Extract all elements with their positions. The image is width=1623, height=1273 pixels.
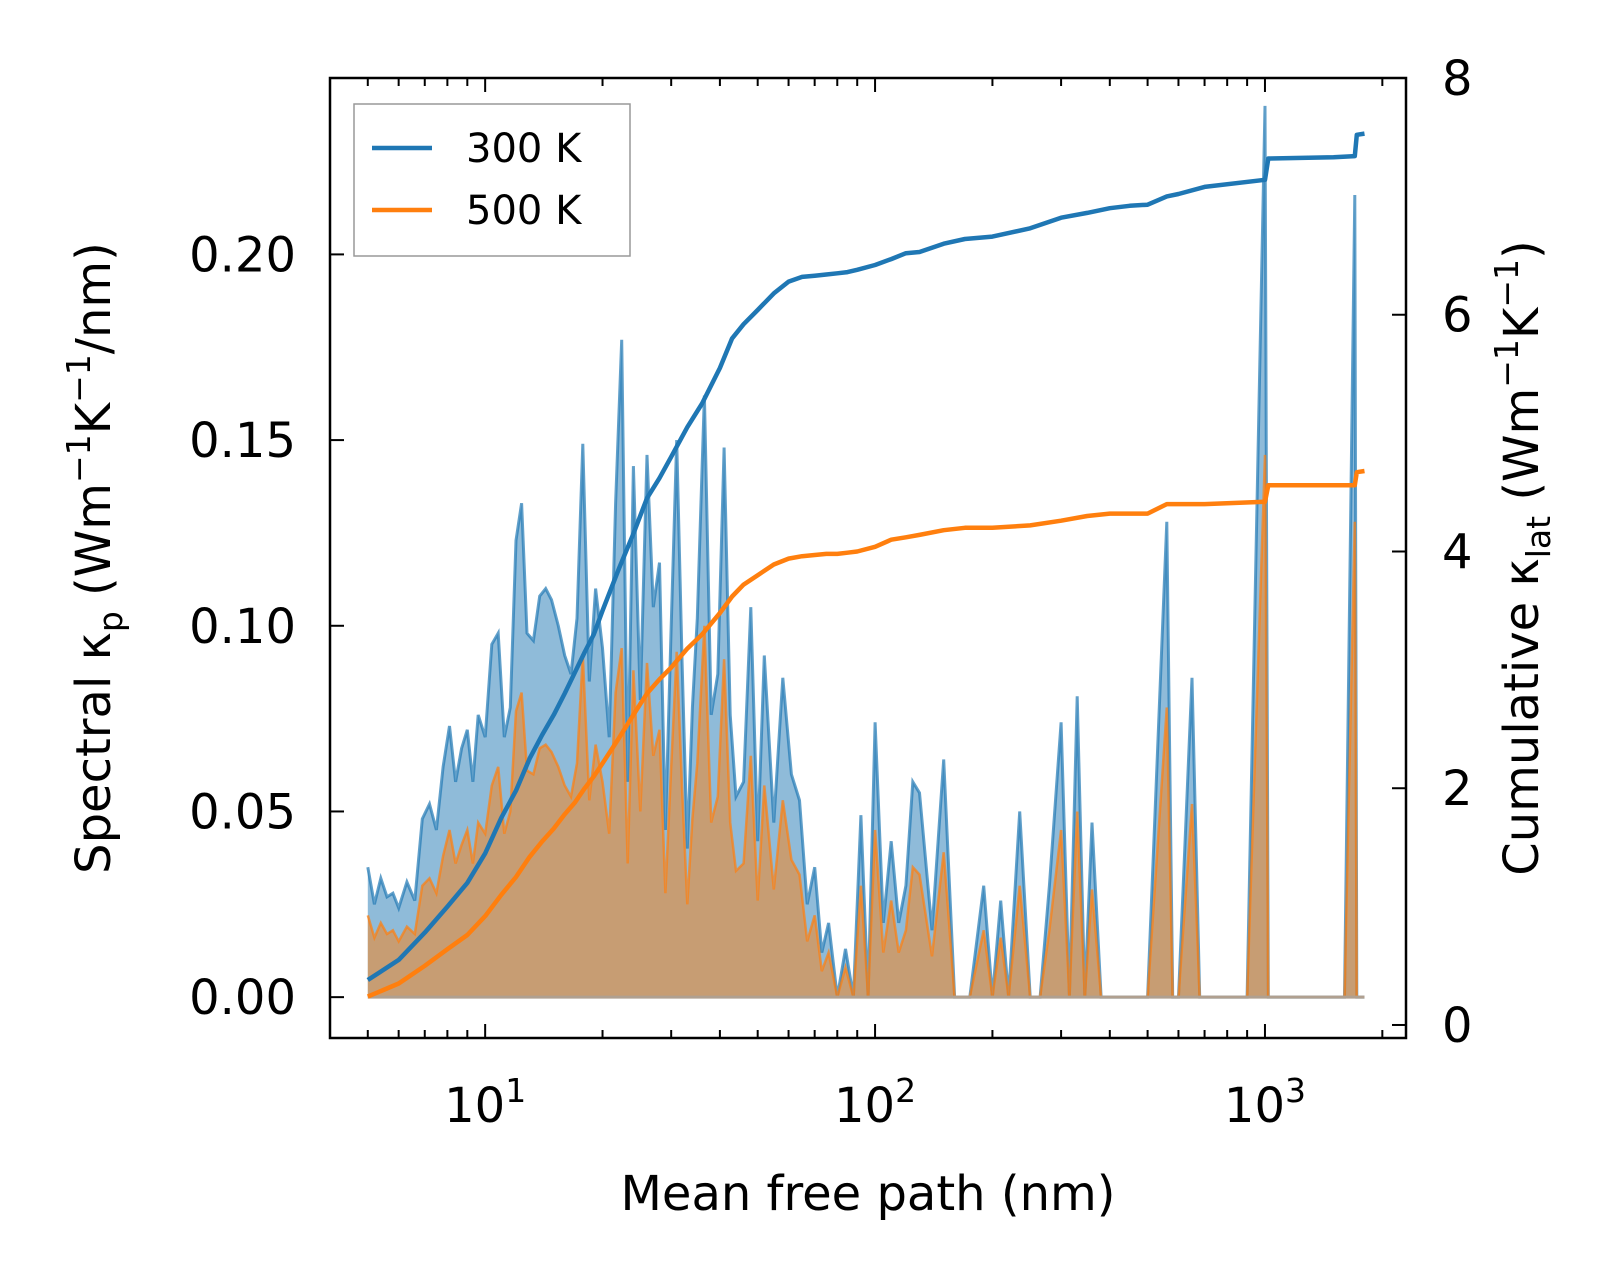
y-left-axis-label: Spectral κp (Wm−1K−1/nm) bbox=[59, 242, 130, 874]
spectral-line-500k bbox=[366, 454, 1365, 999]
y-right-tick-label: 4 bbox=[1442, 524, 1473, 580]
y-right-axis-label-sup1: −1 bbox=[1487, 339, 1526, 388]
x-tick-exp: 2 bbox=[895, 1071, 916, 1110]
y-left-axis-label-sup2: −1 bbox=[59, 354, 98, 403]
y-right-axis-label-mid2: K bbox=[1494, 306, 1550, 339]
x-tick-label: 102 bbox=[834, 1071, 916, 1134]
y-right-axis-label: Cumulative κlat (Wm−1K−1) bbox=[1487, 240, 1558, 876]
y-left-axis-label-prefix: Spectral κ bbox=[66, 632, 122, 874]
y-left-axis-label-suffix: /nm) bbox=[66, 242, 122, 354]
x-tick-label: 101 bbox=[444, 1071, 526, 1134]
y-right-tick-label: 8 bbox=[1442, 51, 1473, 107]
x-tick-label: 103 bbox=[1224, 1071, 1306, 1134]
y-right-tick-label: 2 bbox=[1442, 761, 1473, 817]
x-tick-exp: 3 bbox=[1285, 1071, 1306, 1110]
y-left-tick-label: 0.00 bbox=[189, 970, 296, 1026]
legend-label: 300 K bbox=[466, 126, 583, 172]
y-left-tick-label: 0.15 bbox=[189, 413, 296, 469]
plot-frame bbox=[328, 76, 1408, 1040]
y-right-axis-label-sup2: −1 bbox=[1487, 259, 1526, 308]
y-right-tick-label: 6 bbox=[1442, 288, 1473, 344]
cumulative-line-500k bbox=[366, 468, 1365, 999]
x-tick-base: 10 bbox=[834, 1078, 895, 1134]
spectral-line-300k bbox=[366, 105, 1365, 999]
y-left-axis-label-mid1: (Wm bbox=[66, 483, 122, 611]
x-tick-base: 10 bbox=[444, 1078, 505, 1134]
y-left-tick-label: 0.05 bbox=[189, 784, 296, 840]
x-axis-label: Mean free path (nm) bbox=[621, 1166, 1116, 1222]
legend-label: 500 K bbox=[466, 188, 583, 234]
y-right-tick-label: 0 bbox=[1442, 998, 1473, 1054]
legend-box bbox=[353, 103, 631, 257]
y-left-tick-label: 0.20 bbox=[189, 227, 296, 283]
y-right-axis-label-suffix: ) bbox=[1494, 240, 1550, 259]
y-left-tick-label: 0.10 bbox=[189, 599, 296, 655]
x-tick-exp: 1 bbox=[505, 1071, 526, 1110]
y-left-axis-label-mid2: K bbox=[66, 401, 122, 434]
y-right-axis-label-prefix: Cumulative κ bbox=[1494, 558, 1550, 876]
x-tick-base: 10 bbox=[1224, 1078, 1285, 1134]
y-left-axis-label-sub: p bbox=[91, 611, 130, 632]
cumulative-line-300k bbox=[366, 131, 1365, 982]
spectral-area-500k bbox=[367, 454, 1365, 998]
y-left-axis-label-sup1: −1 bbox=[59, 434, 98, 483]
y-right-axis-label-mid1: (Wm bbox=[1494, 388, 1550, 516]
y-right-axis-label-sub: lat bbox=[1519, 516, 1558, 558]
